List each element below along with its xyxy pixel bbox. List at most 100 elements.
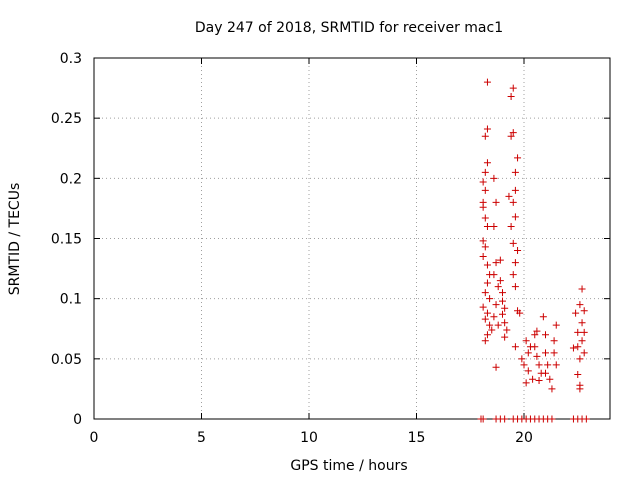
data-point [578, 285, 586, 293]
data-point [514, 154, 522, 162]
data-point [496, 256, 504, 264]
data-point [509, 271, 517, 279]
data-point [501, 333, 509, 341]
data-point [507, 132, 515, 140]
data-point [483, 331, 491, 339]
data-point [574, 328, 582, 336]
data-point [535, 361, 543, 369]
data-point [483, 125, 491, 133]
data-point [496, 277, 504, 285]
data-point [492, 301, 500, 309]
data-point [580, 349, 588, 357]
axis-ticks: 0 5 10 15 20 0 0.05 0.1 0.15 0.2 0.25 0.3 [51, 51, 610, 446]
data-point [576, 355, 584, 363]
data-point [483, 279, 491, 287]
data-point [483, 78, 491, 86]
data-point [531, 343, 539, 351]
data-point [481, 337, 489, 345]
data-point [572, 309, 580, 317]
plot-frame [93, 57, 611, 420]
data-point [490, 271, 498, 279]
data-point [481, 132, 489, 140]
data-point [550, 349, 558, 357]
data-point [511, 259, 519, 267]
data-point [481, 168, 489, 176]
data-point [479, 237, 487, 245]
data-point [509, 239, 517, 247]
data-point [576, 381, 584, 389]
data-point [490, 313, 498, 321]
x-tick-label: 15 [408, 430, 426, 446]
data-point [580, 307, 588, 315]
y-tick-label: 0.2 [60, 171, 82, 187]
data-points [477, 78, 590, 423]
data-point [481, 315, 489, 323]
data-point [486, 321, 494, 329]
data-point [516, 309, 524, 317]
x-tick-label: 20 [515, 430, 533, 446]
data-point [490, 174, 498, 182]
data-point [483, 159, 491, 167]
data-point [509, 198, 517, 206]
data-point [542, 369, 549, 377]
data-point [578, 337, 586, 345]
data-point [524, 367, 532, 375]
data-point [481, 243, 489, 251]
data-point [483, 309, 491, 317]
data-point [576, 301, 584, 309]
y-tick-label: 0.1 [60, 292, 82, 308]
data-point [546, 375, 554, 383]
data-point [511, 168, 519, 176]
chart-title: Day 247 of 2018, SRMTID for receiver mac… [195, 20, 503, 36]
data-point [548, 415, 556, 423]
data-point [481, 214, 489, 222]
data-point [492, 198, 500, 206]
data-point [531, 331, 539, 339]
x-tick-label: 5 [197, 430, 206, 446]
x-tick-label: 0 [90, 430, 99, 446]
data-point [548, 385, 556, 393]
data-point [492, 363, 500, 371]
data-point [479, 303, 487, 311]
data-point [481, 186, 489, 194]
data-point [479, 203, 487, 211]
data-point [492, 259, 500, 267]
x-tick-label: 10 [300, 430, 318, 446]
data-point [507, 222, 515, 230]
y-tick-label: 0 [73, 412, 82, 428]
data-point [509, 129, 517, 137]
data-point [511, 213, 519, 221]
data-point [544, 361, 552, 369]
x-axis-label: GPS time / hours [290, 458, 407, 474]
data-point [542, 349, 549, 357]
data-point [501, 415, 509, 423]
data-point [511, 283, 519, 291]
y-tick-label: 0.05 [51, 352, 82, 368]
data-point [522, 337, 530, 345]
data-point [569, 344, 577, 352]
data-point [490, 222, 498, 230]
data-point [552, 361, 560, 369]
data-point [539, 313, 547, 321]
data-point [578, 319, 586, 327]
data-point [501, 319, 509, 327]
data-point [503, 326, 511, 334]
data-point [535, 376, 543, 384]
data-point [509, 84, 517, 92]
data-point [580, 328, 588, 336]
data-point [483, 261, 491, 269]
data-point [479, 178, 487, 186]
data-point [499, 297, 506, 305]
data-point [486, 295, 494, 303]
data-point [574, 343, 582, 351]
grid-lines [94, 58, 610, 419]
data-point [505, 192, 513, 200]
data-point [479, 253, 487, 261]
data-point [582, 415, 590, 423]
data-point [501, 304, 509, 312]
y-tick-label: 0.15 [51, 232, 82, 248]
data-point [488, 326, 496, 334]
data-point [552, 321, 560, 329]
data-point [481, 289, 489, 297]
data-point [479, 415, 487, 423]
